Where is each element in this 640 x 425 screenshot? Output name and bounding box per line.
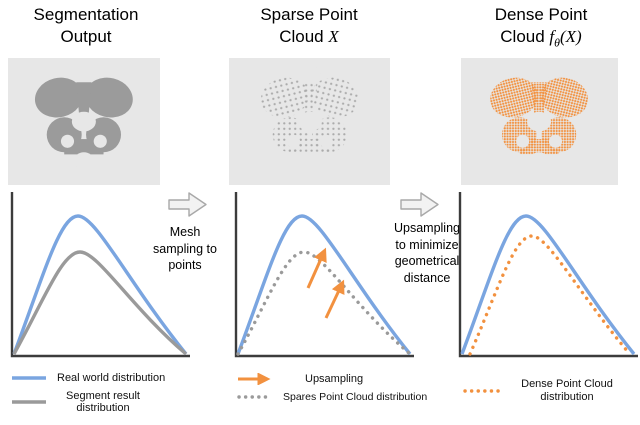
title-line: Output (60, 26, 112, 46)
right-block-arrow-icon (168, 192, 207, 217)
legend-label: Real world distribution (57, 372, 166, 384)
title-line: Dense Point (494, 5, 588, 24)
sparse-point-cloud-image (229, 58, 390, 185)
title-line: Cloud fθ(X) (452, 26, 630, 51)
pelvis-solid-icon (17, 67, 151, 176)
blue-line-swatch (12, 376, 46, 381)
title-line: Segmentation (33, 5, 139, 24)
title-line: Cloud X (228, 26, 390, 48)
legend-item-real-world: Real world distribution (10, 372, 165, 385)
label-line: geometrical (394, 254, 460, 268)
math-f: f (549, 26, 555, 46)
pelvis-sparse-points-icon (239, 67, 381, 176)
curve-real-world (12, 214, 188, 356)
math-theta-sub: θ (554, 35, 560, 50)
legend-segmentation: Real world distribution Segment result d… (10, 372, 165, 415)
math-x: X (328, 26, 339, 46)
upsampling-minimize-label: Upsampling to minimize geometrical dista… (388, 220, 466, 286)
title-text: Cloud (279, 26, 324, 46)
right-block-arrow-icon (400, 192, 439, 217)
label-line: distance (403, 270, 451, 285)
legend-item-dense-distribution: Dense Point Cloud distribution (462, 378, 623, 403)
curve-real-world (236, 214, 412, 356)
legend-dense: Dense Point Cloud distribution (462, 378, 623, 403)
upsampling-arrow-icon (306, 247, 327, 289)
dense-point-cloud-image (461, 58, 618, 185)
upsampling-arrow-icon (324, 279, 345, 319)
pelvis-dense-points-icon (470, 67, 608, 176)
curve-real-world (460, 214, 636, 356)
curve-dense-dotted (468, 234, 630, 356)
panel-title-sparse: Sparse Point Cloud X (228, 4, 390, 48)
title-text: Cloud (500, 26, 545, 46)
plot-sparse-distribution (234, 192, 414, 358)
legend-label: Dense Point Cloud distribution (521, 378, 613, 403)
segmentation-output-image (8, 58, 160, 185)
gray-line-swatch (12, 400, 46, 404)
curve-sparse-dotted (236, 250, 412, 356)
math-arg: (X) (560, 26, 582, 46)
label-line: sampling to (153, 241, 217, 256)
curve-segment-result (12, 250, 188, 356)
panel-title-dense: Dense Point Cloud fθ(X) (452, 4, 630, 50)
orange-arrow-swatch (238, 373, 271, 386)
plot-dense-distribution (458, 192, 638, 358)
mesh-sampling-label: Mesh sampling to points (142, 224, 228, 274)
panel-title-segmentation: Segmentation Output (6, 4, 166, 48)
label-line: to minimize (395, 237, 459, 252)
axes (10, 192, 190, 358)
legend-sparse: Upsampling Spares Point Cloud distributi… (236, 373, 427, 403)
axes (458, 192, 638, 358)
plot-segmentation-distribution (10, 192, 190, 358)
legend-item-segment-result: Segment result distribution (10, 390, 165, 415)
axes (234, 192, 414, 358)
legend-item-upsampling: Upsampling (236, 373, 427, 386)
legend-item-sparse-distribution: Spares Point Cloud distribution (236, 391, 427, 403)
label-line: Mesh (169, 225, 201, 239)
gray-dotted-line-swatch (237, 394, 274, 399)
orange-dotted-line-swatch (463, 388, 502, 393)
legend-label: Upsampling (305, 373, 364, 385)
title-line: Sparse Point (260, 5, 358, 24)
label-line: points (168, 258, 202, 272)
legend-label: Spares Point Cloud distribution (283, 390, 428, 403)
label-line: Upsampling (393, 221, 460, 235)
legend-label: Segment result distribution (66, 389, 140, 415)
